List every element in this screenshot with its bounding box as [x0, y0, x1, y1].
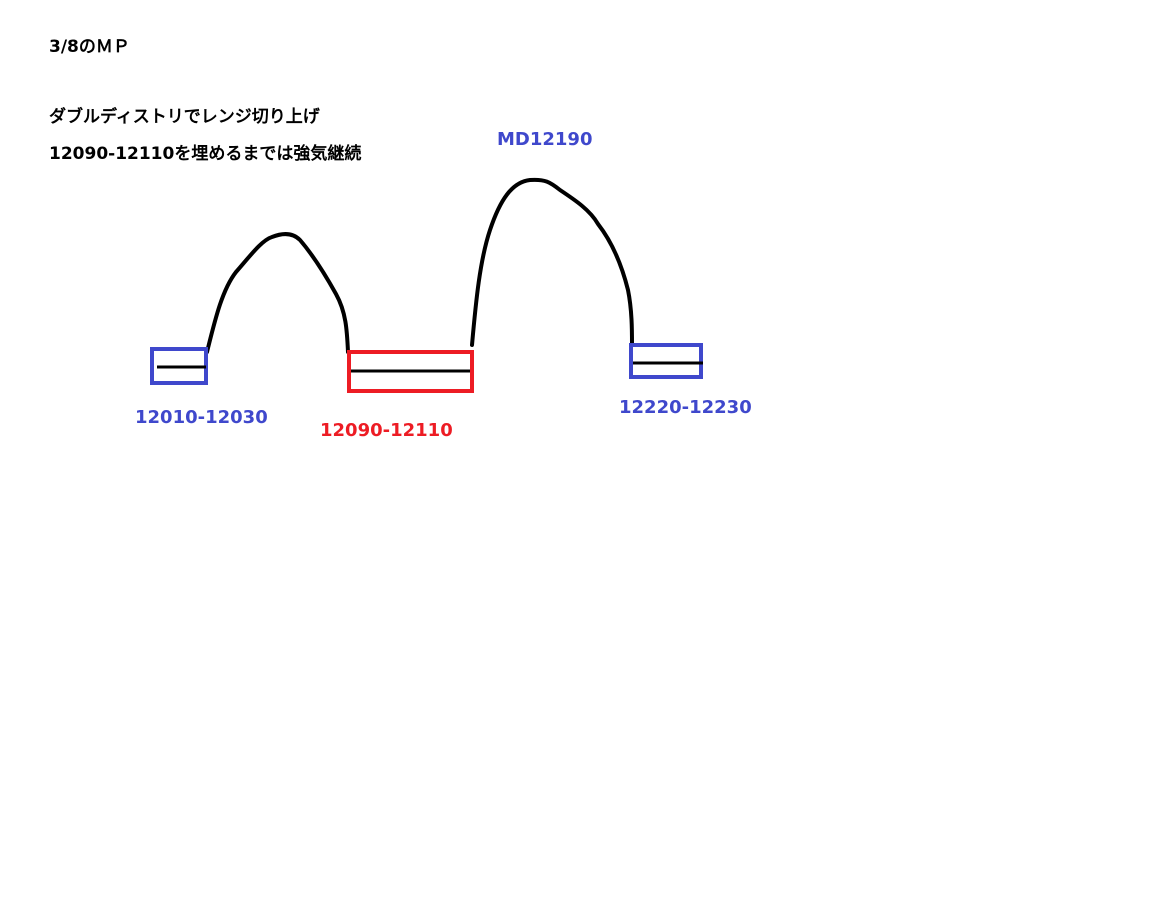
right-distribution-curve: [470, 177, 634, 347]
note-line-2: 12090-12110を埋めるまでは強気継続: [49, 143, 361, 164]
note-line-1: ダブルディストリでレンジ切り上げ: [49, 106, 321, 127]
right-range-box: [629, 343, 703, 379]
left-distribution-curve: [205, 232, 350, 354]
middle-range-box: [347, 350, 474, 393]
title: 3/8のＭＰ: [49, 37, 130, 57]
peak-label: MD12190: [497, 129, 592, 150]
left-range-label: 12010-12030: [135, 407, 268, 428]
right-range-label: 12220-12230: [619, 397, 752, 418]
middle-range-label: 12090-12110: [320, 420, 453, 441]
